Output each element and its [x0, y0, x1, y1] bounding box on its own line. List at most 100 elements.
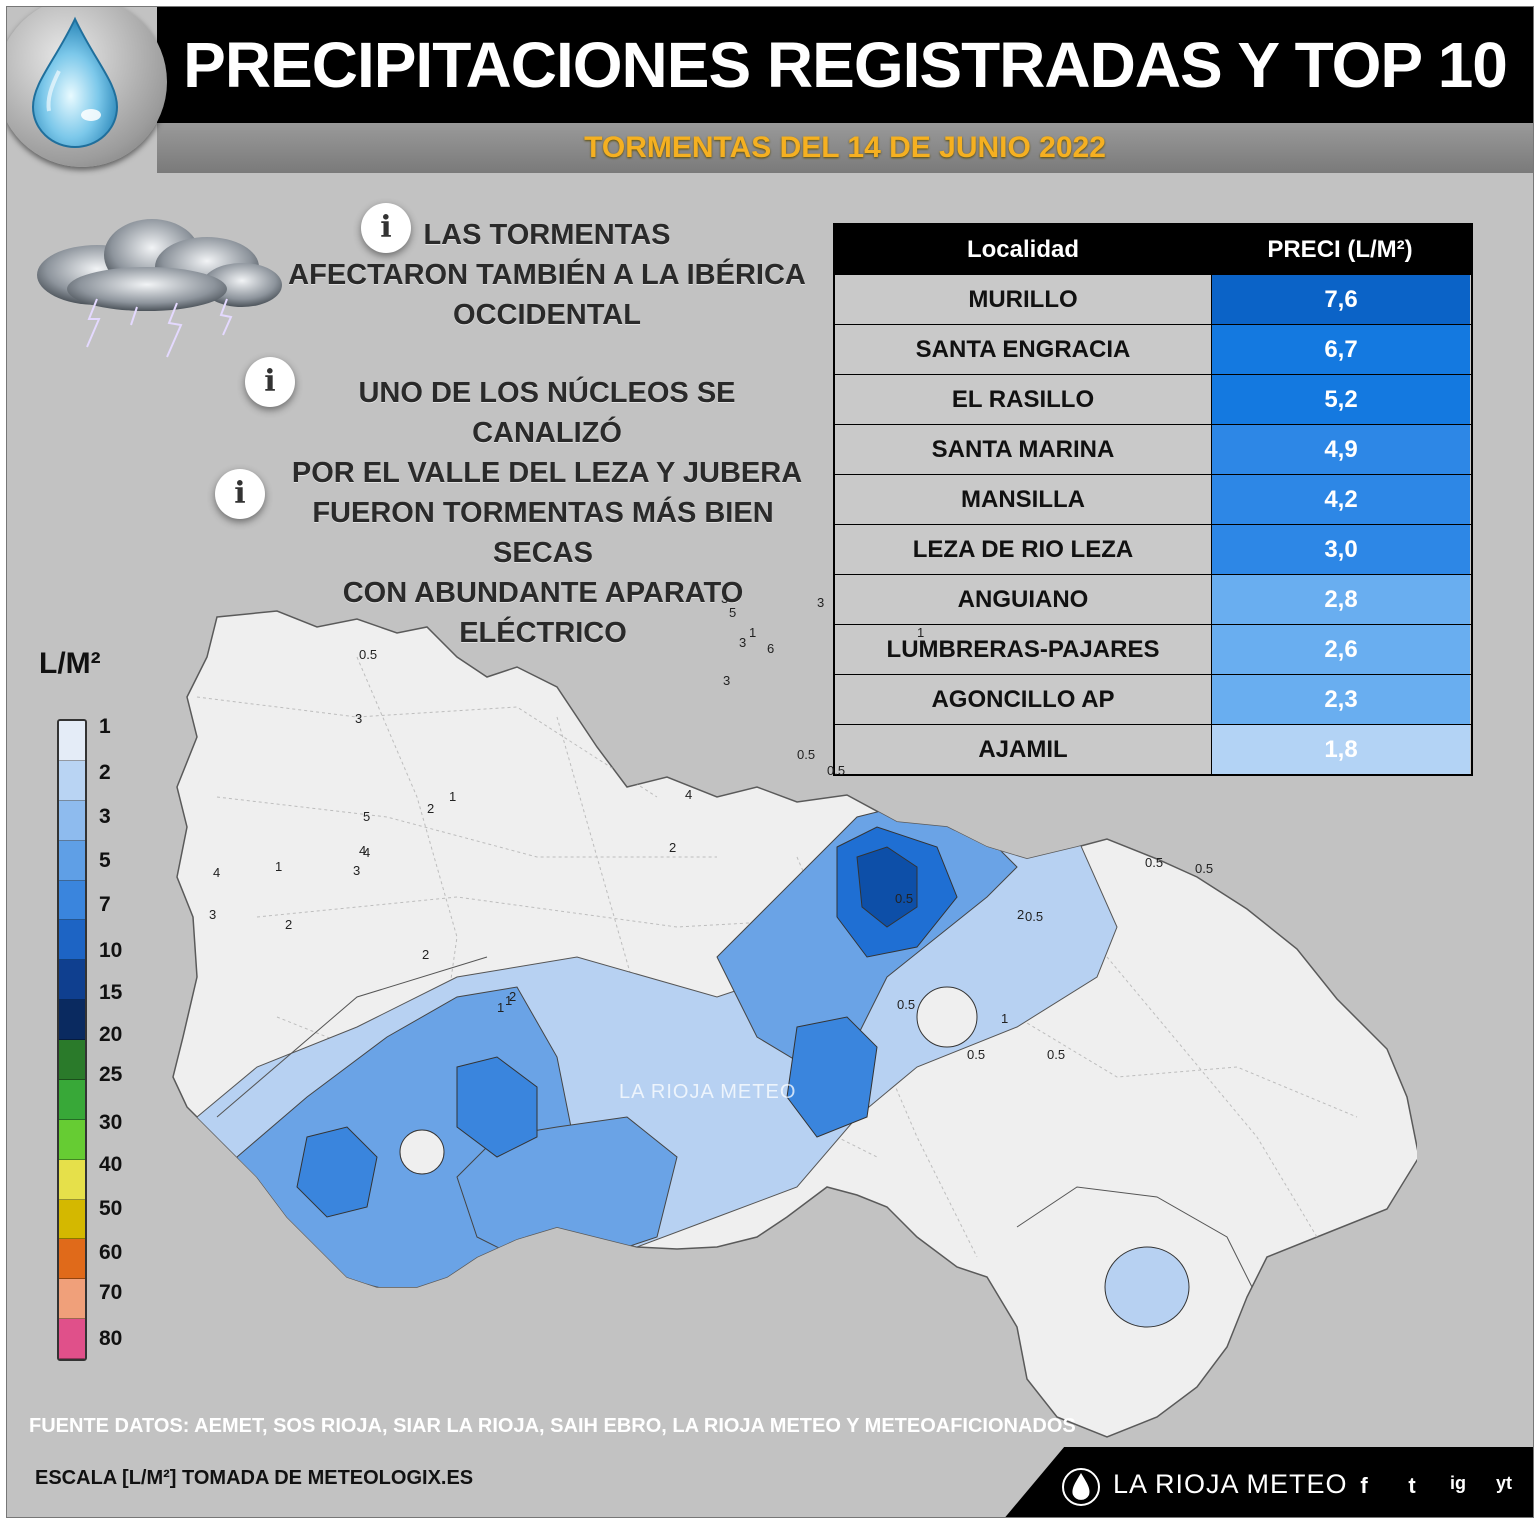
subtitle-bar [157, 123, 1533, 173]
row-preci: 5,2 [1212, 375, 1470, 424]
youtube-icon[interactable]: yt [1495, 1473, 1512, 1493]
row-localidad: SANTA ENGRACIA [835, 325, 1212, 374]
drop-badge [7, 7, 167, 167]
contour-label: 5 [363, 809, 370, 824]
brand-name: LA RIOJA METEO [1113, 1469, 1348, 1499]
contour-label: 0.5 [797, 747, 815, 762]
legend-label: 25 [99, 1063, 123, 1086]
page-subtitle: TORMENTAS DEL 14 DE JUNIO 2022 [584, 131, 1106, 164]
info-icon: i [245, 357, 295, 407]
row-preci: 2,8 [1212, 575, 1470, 624]
row-localidad: AJAMIL [835, 725, 1212, 774]
info-icon: i [215, 469, 265, 519]
row-preci: 4,2 [1212, 475, 1470, 524]
info-text-3: FUERON TORMENTAS MÁS BIEN SECAS CON ABUN… [312, 497, 774, 649]
legend-swatch [59, 1319, 85, 1359]
legend-label: 30 [99, 1111, 123, 1134]
legend-label: 7 [99, 893, 111, 916]
legend-swatch [59, 960, 85, 1001]
contour-label: 0.5 [1047, 1047, 1065, 1062]
legend-swatch [59, 840, 85, 881]
top10-table: Localidad PRECI (L/M²) MURILLO 7,6 SANTA E… [833, 223, 1473, 776]
row-localidad: ANGUIANO [835, 575, 1212, 624]
legend-label: 20 [99, 1023, 123, 1046]
legend-color-bar [57, 719, 87, 1361]
legend-swatch [59, 800, 85, 841]
table-row: ANGUIANO 2,8 [835, 574, 1471, 624]
contour-label: 0.5 [359, 647, 377, 662]
legend-label: 50 [99, 1197, 123, 1220]
table-row: SANTA ENGRACIA 6,7 [835, 324, 1471, 374]
legend-swatch [59, 1159, 85, 1200]
contour-label: 0.5 [897, 997, 915, 1012]
header-localidad: Localidad [966, 236, 1080, 263]
contour-label: 4 [685, 787, 692, 802]
twitter-icon[interactable]: t [1408, 1473, 1416, 1498]
contour-label: 1 [917, 625, 924, 640]
contour-label: 4 [359, 843, 366, 858]
header-preci: PRECI (L/M²) [1267, 236, 1413, 263]
row-localidad: EL RASILLO [835, 375, 1212, 424]
page-title: PRECIPITACIONES REGISTRADAS Y TOP 10 [183, 29, 1508, 101]
table-row: MANSILLA 4,2 [835, 474, 1471, 524]
table-row: LEZA DE RIO LEZA 3,0 [835, 524, 1471, 574]
row-localidad: LUMBRERAS-PAJARES [835, 625, 1212, 674]
instagram-icon[interactable]: ig [1450, 1473, 1466, 1493]
row-preci: 3,0 [1212, 525, 1470, 574]
contour-label: 0.5 [967, 1047, 985, 1062]
brand-logo-icon [1062, 1468, 1100, 1506]
contour-label: 3 [723, 673, 730, 688]
table-row: AJAMIL 1,8 [835, 724, 1471, 774]
contour-label: 2 [427, 801, 434, 816]
facebook-icon[interactable]: f [1360, 1473, 1368, 1498]
contour-label: 1 [749, 625, 756, 640]
table-row: MURILLO 7,6 [835, 274, 1471, 324]
table-row: SANTA MARINA 4,9 [835, 424, 1471, 474]
legend-label: 60 [99, 1241, 123, 1264]
legend-swatch [59, 721, 85, 761]
row-localidad: SANTA MARINA [835, 425, 1212, 474]
legend-label: 5 [99, 849, 111, 872]
legend-label: 80 [99, 1327, 123, 1350]
contour-label: 2 [509, 989, 516, 1004]
contour-label: 3 [721, 597, 728, 606]
contour-label: 3 [353, 863, 360, 878]
contour-label: 3 [739, 635, 746, 650]
legend-swatch [59, 920, 85, 961]
legend-swatch [59, 1279, 85, 1320]
legend-swatch [59, 1119, 85, 1160]
map-watermark: LA RIOJA METEO [619, 1081, 797, 1103]
legend-swatch [59, 1079, 85, 1120]
contour-label: 6 [767, 641, 774, 656]
row-localidad: MANSILLA [835, 475, 1212, 524]
row-preci: 2,6 [1212, 625, 1470, 674]
legend-swatch [59, 1040, 85, 1080]
legend-label: 2 [99, 761, 111, 784]
row-preci: 7,6 [1212, 275, 1470, 324]
legend-swatch [59, 1000, 85, 1040]
info-text-2: UNO DE LOS NÚCLEOS SE CANALIZÓ POR EL VA… [291, 377, 803, 489]
contour-label: 1 [505, 993, 512, 1008]
contour-label: 0.5 [827, 763, 845, 778]
legend-label: 3 [99, 805, 111, 828]
contour-label: 2 [669, 840, 676, 855]
table-row: EL RASILLO 5,2 [835, 374, 1471, 424]
contour-label: 0.5 [1145, 855, 1163, 870]
contour-label: 1 [275, 859, 282, 874]
contour-label: 3 [209, 907, 216, 922]
legend-swatch [59, 760, 85, 801]
legend-title: L/M² [39, 647, 101, 680]
title-bar [157, 7, 1533, 123]
contour-label: 0.5 [895, 891, 913, 906]
table-row: LUMBRERAS-PAJARES 2,6 [835, 624, 1471, 674]
footer-source: FUENTE DATOS: AEMET, SOS RIOJA, SIAR LA … [29, 1415, 1076, 1437]
contour-label: 4 [213, 865, 220, 880]
contour-label: 0.5 [1025, 909, 1043, 924]
row-localidad: MURILLO [835, 275, 1212, 324]
table-header: Localidad PRECI (L/M²) [835, 225, 1471, 274]
contour-label: 1 [449, 789, 456, 804]
row-localidad: AGONCILLO AP [835, 675, 1212, 724]
row-localidad: LEZA DE RIO LEZA [835, 525, 1212, 574]
contour-label: 2 [1017, 907, 1024, 922]
